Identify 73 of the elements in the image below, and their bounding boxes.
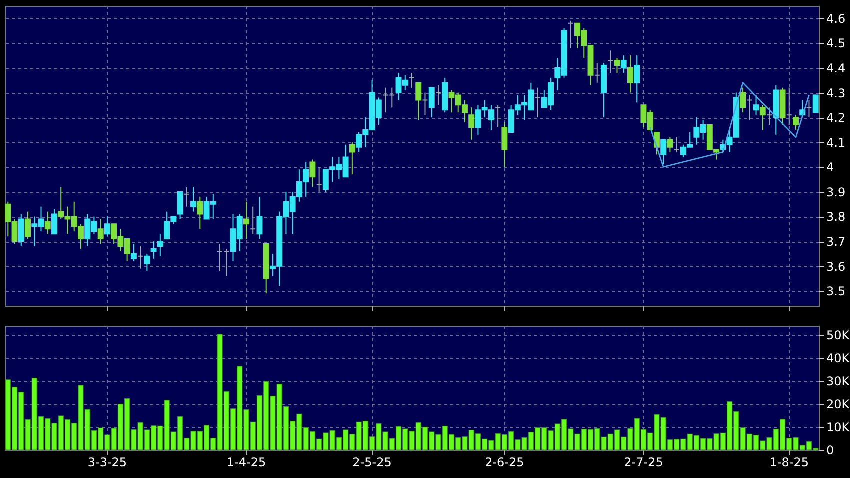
candlestick — [150, 241, 157, 260]
candlestick — [468, 107, 475, 140]
x-tick-label: 2-6-25 — [485, 456, 524, 470]
y-tick-label: 20K — [826, 398, 850, 412]
y-tick-label: 50K — [826, 328, 850, 343]
candlestick — [310, 159, 316, 188]
y-tick-label: 4.5 — [826, 36, 846, 51]
candlestick — [793, 114, 799, 130]
candlestick — [44, 211, 51, 235]
candlestick — [740, 87, 746, 114]
candlestick — [130, 244, 137, 262]
candlestick — [18, 214, 24, 247]
candlestick — [104, 216, 110, 238]
y-tick-label: 4.4 — [826, 61, 846, 76]
x-tick-label: 1-4-25 — [226, 456, 266, 470]
candlestick — [157, 234, 164, 257]
candlestick — [594, 62, 600, 84]
y-tick-label: 3.9 — [826, 185, 846, 200]
candlestick — [746, 94, 753, 121]
candlestick — [614, 58, 620, 74]
y-tick-label: 3.8 — [826, 210, 846, 224]
candlestick — [812, 94, 819, 114]
candlestick — [634, 55, 640, 104]
candlestick — [190, 186, 197, 212]
candlestick — [495, 104, 502, 128]
y-tick-label: 40K — [826, 352, 850, 366]
candlestick — [422, 92, 428, 116]
candlestick — [25, 211, 31, 240]
y-tick-label: 4 — [826, 160, 834, 175]
candlestick — [568, 20, 574, 49]
candlestick — [409, 72, 415, 88]
y-tick-label: 4.1 — [826, 136, 846, 150]
candlestick — [620, 55, 627, 74]
y-tick-label: 3.6 — [826, 260, 846, 274]
candlestick — [806, 100, 812, 118]
candlestick — [753, 94, 760, 116]
candlestick — [184, 186, 190, 208]
candlestick — [534, 87, 541, 118]
candlestick — [52, 208, 58, 235]
candlestick — [436, 84, 442, 106]
y-tick-label: 0 — [826, 444, 834, 458]
candlestick — [197, 196, 204, 230]
candlestick — [256, 196, 263, 240]
y-tick-label: 10K — [826, 420, 850, 435]
candlestick — [138, 246, 144, 270]
y-tick-label: 3.5 — [826, 284, 846, 299]
y-tick-label: 4.3 — [826, 86, 846, 100]
x-tick-label: 2-7-25 — [624, 456, 664, 470]
candlestick — [674, 136, 680, 153]
candlestick — [667, 136, 674, 153]
candlestick — [98, 218, 104, 245]
y-tick-label: 30K — [826, 374, 850, 389]
candlestick — [316, 166, 322, 192]
candlestick — [502, 122, 508, 168]
x-tick-label: 2-5-25 — [352, 456, 392, 470]
candlestick — [627, 55, 634, 94]
candlestick — [416, 82, 422, 121]
candlestick — [177, 191, 184, 220]
candlestick — [428, 87, 435, 118]
candlestick — [608, 50, 614, 74]
candlestick — [766, 107, 772, 126]
candlestick — [760, 104, 766, 130]
candlestick — [660, 139, 667, 166]
candlestick — [250, 206, 256, 235]
x-tick-label: 3-3-25 — [88, 456, 128, 470]
candlestick — [144, 253, 150, 272]
y-tick-label: 4.2 — [826, 111, 846, 126]
candlestick — [244, 201, 250, 240]
y-tick-label: 4.6 — [826, 12, 846, 26]
x-tick-label: 1-8-25 — [770, 456, 809, 470]
y-tick-label: 3.7 — [826, 235, 846, 250]
candlestick — [786, 87, 792, 126]
candlestick — [349, 142, 356, 176]
